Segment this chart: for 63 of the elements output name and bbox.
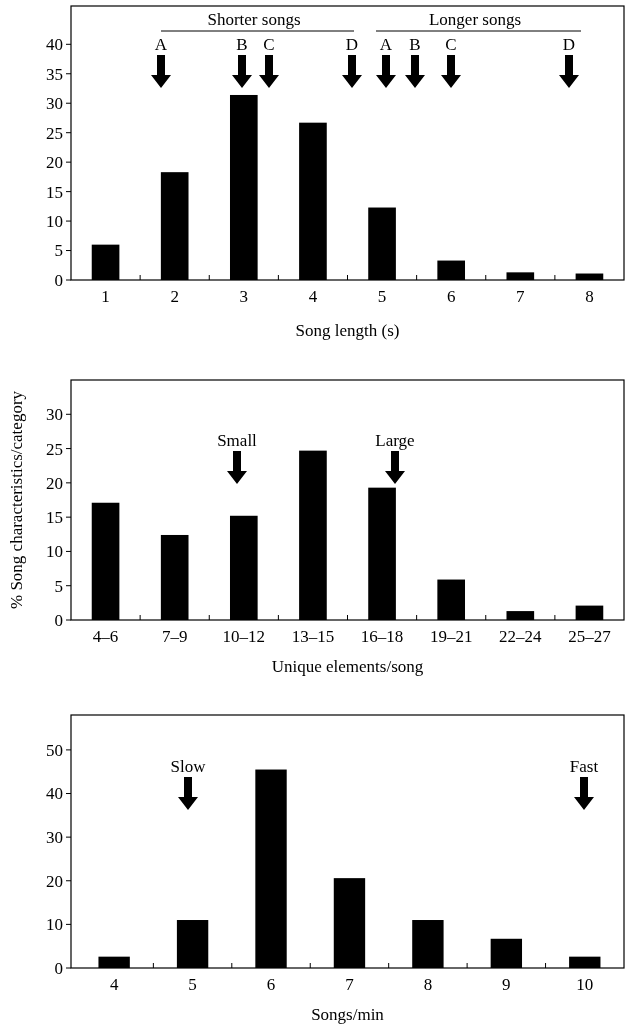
y-tick-label: 30 [46, 828, 63, 848]
y-tick-label: 30 [46, 405, 63, 425]
y-axis-title: % Song characteristics/category [7, 390, 26, 610]
x-tick-label: 5 [188, 975, 197, 994]
x-tick-label: 6 [446, 287, 456, 306]
y-tick-label: 30 [46, 94, 63, 114]
x-tick-label: 7 [516, 287, 526, 306]
y-tick-label: 0 [54, 958, 63, 978]
y-tick-label: 20 [46, 153, 63, 173]
annotation: Small [217, 431, 258, 450]
annotation: B [236, 35, 248, 54]
y-tick-label: 25 [46, 439, 63, 459]
x-tick-label: 5 [377, 287, 387, 306]
y-tick-label: 0 [54, 270, 63, 290]
x-tick-label: 9 [502, 975, 511, 994]
annotation: C [263, 35, 275, 54]
x-tick-label: 4–6 [92, 627, 119, 646]
y-tick-label: 40 [46, 35, 63, 55]
annotation: A [379, 35, 393, 54]
x-tick-label: 2 [170, 287, 179, 306]
y-tick-label: 20 [46, 871, 63, 891]
x-axis-title: Songs/min [311, 1005, 385, 1024]
annotation: Longer songs [428, 10, 522, 29]
x-tick-label: 25–27 [568, 627, 612, 646]
y-tick-label: 5 [54, 576, 63, 596]
y-tick-label: 40 [46, 784, 63, 804]
x-tick-label: 8 [423, 975, 433, 994]
y-tick-label: 50 [46, 740, 63, 760]
y-tick-label: 10 [46, 212, 63, 232]
y-tick-label: 10 [46, 542, 63, 562]
y-tick-label: 25 [46, 123, 63, 143]
y-tick-label: 15 [46, 182, 63, 202]
x-tick-label: 3 [239, 287, 249, 306]
x-tick-label: 6 [266, 975, 276, 994]
x-tick-label: 10 [576, 975, 594, 994]
annotation: A [154, 35, 168, 54]
annotation: Large [375, 431, 415, 450]
y-tick-label: 15 [46, 508, 63, 528]
x-tick-label: 22–24 [499, 627, 543, 646]
x-axis-title: Unique elements/song [271, 657, 424, 676]
x-tick-label: 7 [345, 975, 355, 994]
y-tick-label: 35 [46, 64, 63, 84]
x-tick-label: 19–21 [429, 627, 473, 646]
x-tick-label: 16–18 [360, 627, 404, 646]
x-axis-title: Song length (s) [295, 321, 400, 340]
annotation: Fast [569, 757, 599, 776]
x-tick-label: 13–15 [291, 627, 335, 646]
y-tick-label: 5 [54, 241, 63, 261]
annotation: Slow [170, 757, 207, 776]
annotation: D [562, 35, 576, 54]
y-tick-label: 20 [46, 473, 63, 493]
x-tick-label: 10–12 [222, 627, 266, 646]
annotation: B [409, 35, 421, 54]
x-tick-label: 7–9 [161, 627, 188, 646]
x-tick-label: 1 [101, 287, 110, 306]
y-tick-label: 0 [54, 610, 63, 630]
x-tick-label: 4 [109, 975, 119, 994]
x-tick-label: 4 [308, 287, 318, 306]
y-tick-label: 10 [46, 915, 63, 935]
annotation: C [445, 35, 457, 54]
annotation: Shorter songs [207, 10, 301, 29]
annotation: D [345, 35, 359, 54]
x-tick-label: 8 [585, 287, 594, 306]
